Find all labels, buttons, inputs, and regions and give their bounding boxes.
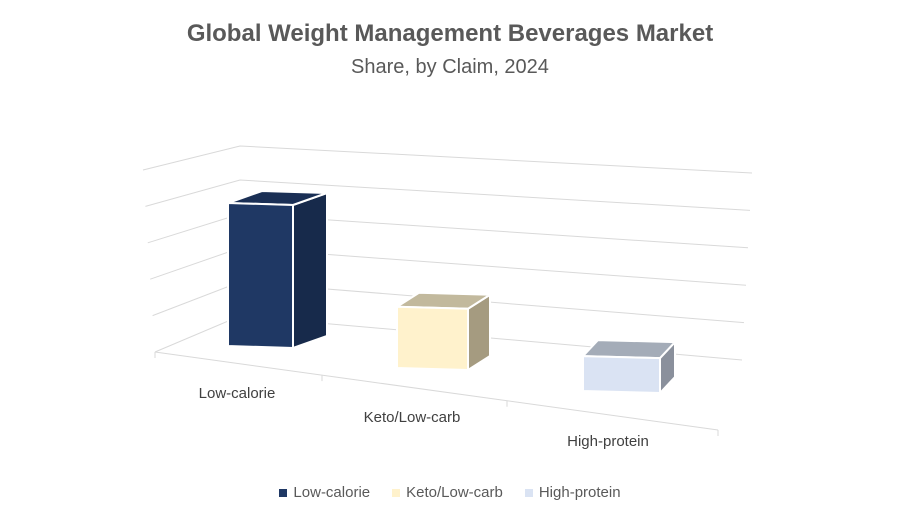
gridline (142, 145, 753, 174)
chart-title: Global Weight Management Beverages Marke… (186, 20, 714, 47)
category-label: Keto/Low-carb (364, 409, 461, 426)
category-label: Low-calorie (199, 385, 276, 402)
legend-label: High-protein (538, 484, 621, 501)
bar-high-protein (582, 355, 661, 395)
legend-swatch (279, 488, 288, 497)
category-label: High-protein (567, 433, 649, 450)
bar-side (292, 191, 328, 350)
chart-subtitle: Share, by Claim, 2024 (351, 56, 549, 78)
legend-swatch (524, 488, 533, 497)
bar-top (580, 339, 678, 360)
legend-item: Keto/Low-carb (392, 484, 503, 501)
bar-low-calorie (227, 201, 294, 350)
legend-label: Low-calorie (293, 484, 371, 501)
legend-label: Keto/Low-carb (406, 484, 503, 501)
legend-swatch (392, 488, 401, 497)
gridline (145, 179, 751, 211)
legend: Low-calorie Keto/Low-carb High-protein (0, 484, 900, 501)
bar-keto-low-carb (396, 305, 469, 372)
legend-item: Low-calorie (279, 484, 370, 501)
legend-item: High-protein (524, 484, 621, 501)
category-axis (154, 351, 719, 431)
